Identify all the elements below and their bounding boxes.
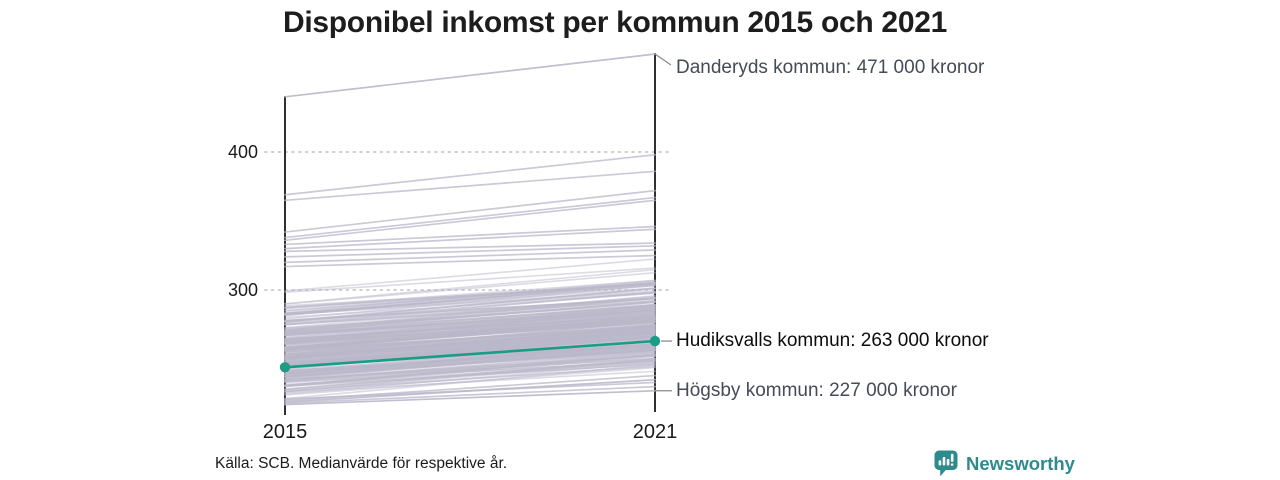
background-slope-line [284,323,656,355]
background-slope-line [284,300,656,333]
annotation-hudiksvalls-kommun: Hudiksvalls kommun: 263 000 kronor [676,330,989,352]
background-slope-line [284,242,656,253]
background-slope-line [284,267,656,293]
bar-chart-speech-bubble-icon [934,450,958,477]
background-slope-line [284,196,656,239]
annotated-slope-line [284,53,656,98]
background-slope-line [284,318,656,349]
background-slope-line [284,331,656,362]
background-slope-line [284,249,656,264]
background-slope-line [284,385,656,405]
background-slope-line [284,360,656,393]
background-slope-line [284,335,656,367]
background-slope-line [284,228,656,250]
y-tick-label-400: 400 [227,142,258,162]
background-slope-line [284,310,656,345]
highlight-point-2021 [649,335,661,347]
source-note: Källa: SCB. Medianvärde för respektive å… [215,455,508,472]
annotation-connector [654,53,672,66]
background-slope-line [284,363,656,388]
annotated-slope-line [284,389,656,406]
brand-logo[interactable]: Newsworthy [934,450,1075,477]
background-slope-line [284,307,656,343]
highlight-slope-line [283,339,657,369]
x-tick-label-2015: 2015 [262,421,308,443]
background-slope-line [284,153,656,196]
background-slope-line [284,348,656,372]
background-slope-line [284,258,656,292]
background-slope-line [284,244,656,258]
background-slope-line [284,254,656,268]
background-slope-line [284,225,656,246]
background-slope-line [284,353,656,382]
x-tick-label-2021: 2021 [632,421,678,443]
background-slope-line [284,304,656,334]
background-slope-line [284,353,656,387]
background-slope-line [284,374,656,402]
background-slope-line [284,282,656,309]
background-slope-line [284,268,656,305]
brand-name: Newsworthy [966,452,1075,474]
background-slope-line [284,288,656,323]
annotation-danderyds-kommun: Danderyds kommun: 471 000 kronor [676,57,985,79]
background-slope-line [284,199,656,242]
background-slope-line [284,284,656,320]
background-slope-line [284,365,656,393]
chart-title: Disponibel inkomst per kommun 2015 och 2… [283,6,947,39]
background-slope-line [284,189,656,233]
background-slope-line [284,297,656,322]
highlight-point-2015 [279,362,291,373]
background-slope-line [284,337,656,363]
background-slope-line [284,342,656,376]
background-slope-line [284,170,656,202]
y-tick-label-300: 300 [227,280,258,300]
background-slope-line [284,360,656,383]
annotation-hogsby-kommun: Högsby kommun: 227 000 kronor [676,379,957,401]
